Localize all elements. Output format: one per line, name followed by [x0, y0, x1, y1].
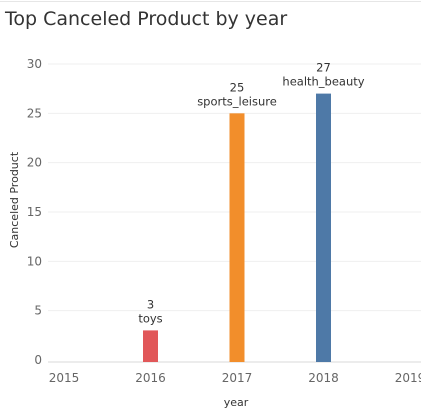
y-tick-label: 15 — [27, 205, 42, 219]
bars — [143, 93, 331, 362]
header-divider — [0, 1, 421, 2]
y-tick-label: 0 — [34, 353, 42, 367]
y-tick-label: 25 — [27, 106, 42, 120]
chart-title: Top Canceled Product by year — [5, 8, 288, 30]
x-tick-label: 2017 — [222, 371, 253, 385]
y-tick-label: 30 — [27, 57, 42, 71]
data-label-value: 3 — [147, 297, 154, 311]
data-label-product: toys — [138, 311, 162, 325]
y-tick-label: 20 — [27, 156, 42, 170]
data-label-value: 27 — [316, 61, 331, 75]
bar-2017 — [229, 113, 245, 362]
y-tick-label: 5 — [34, 304, 42, 318]
x-axis-title: year — [224, 396, 249, 409]
bar-2016 — [143, 330, 158, 362]
data-label-product: sports_leisure — [197, 94, 277, 108]
y-axis-title: Canceled Product — [8, 151, 21, 248]
y-tick-label: 10 — [27, 254, 42, 268]
x-tick-label: 2019 — [395, 371, 421, 385]
data-label-product: health_beauty — [282, 75, 364, 89]
x-tick-label: 2015 — [49, 371, 80, 385]
x-tick-label: 2018 — [308, 371, 339, 385]
data-label-value: 25 — [230, 80, 245, 94]
bar-2018 — [316, 93, 331, 362]
x-tick-label: 2016 — [135, 371, 166, 385]
